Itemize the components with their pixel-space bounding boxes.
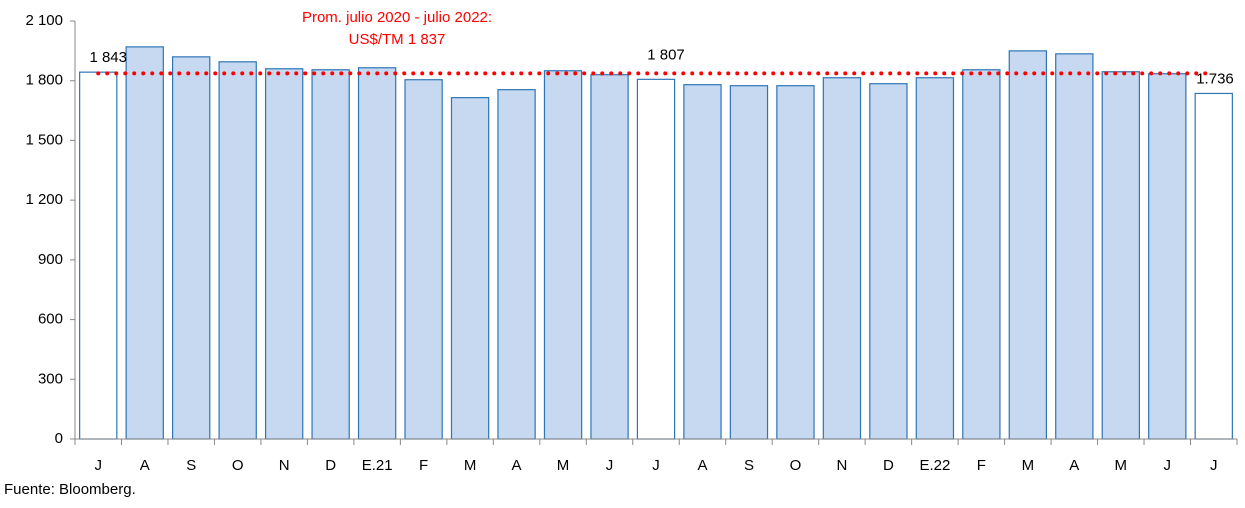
bar — [172, 56, 211, 440]
y-tick-label: 300 — [38, 370, 63, 387]
x-tick-label: D — [325, 457, 336, 474]
y-tick-label: 900 — [38, 251, 63, 268]
x-tick-label: A — [512, 457, 522, 474]
bar — [1008, 50, 1048, 440]
bar — [218, 61, 257, 440]
x-tick-label: A — [140, 457, 150, 474]
bar — [590, 74, 629, 440]
x-tick-label: M — [1115, 457, 1128, 474]
bar — [497, 89, 536, 440]
y-tick-label: 1 200 — [25, 191, 63, 208]
x-tick-label: O — [232, 457, 244, 474]
x-tick-label: S — [744, 457, 754, 474]
value-label: 1 843 — [89, 49, 127, 66]
bar — [962, 69, 1001, 440]
x-tick-label: A — [697, 457, 707, 474]
average-label: US$/TM 1 837 — [349, 31, 446, 48]
bar — [1148, 73, 1187, 440]
x-tick-label: J — [1164, 457, 1172, 474]
x-tick-label: E.22 — [919, 457, 950, 474]
bar — [683, 84, 722, 440]
average-label: Prom. julio 2020 - julio 2022: — [302, 9, 492, 26]
bar — [1194, 92, 1233, 440]
bar — [311, 69, 350, 440]
x-tick-label: M — [1022, 457, 1035, 474]
bar — [404, 79, 443, 440]
bar — [79, 71, 118, 440]
x-tick-label: M — [557, 457, 570, 474]
bar — [264, 68, 304, 440]
x-tick-label: S — [186, 457, 196, 474]
x-tick-label: F — [977, 457, 986, 474]
y-tick-label: 1 800 — [25, 72, 63, 89]
x-tick-label: A — [1069, 457, 1079, 474]
x-tick-label: J — [94, 457, 102, 474]
bar — [450, 97, 490, 440]
bar — [543, 70, 583, 440]
x-tick-label: M — [464, 457, 477, 474]
bar — [776, 85, 815, 440]
y-tick-label: 600 — [38, 311, 63, 328]
y-tick-label: 0 — [55, 430, 63, 447]
source-note: Fuente: Bloomberg. — [4, 481, 136, 498]
x-tick-label: D — [883, 457, 894, 474]
x-tick-label: O — [790, 457, 802, 474]
x-tick-label: N — [836, 457, 847, 474]
x-tick-label: J — [606, 457, 614, 474]
bar — [1055, 53, 1094, 440]
x-tick-label: J — [1210, 457, 1218, 474]
bar — [869, 83, 908, 440]
x-tick-label: E.21 — [362, 457, 393, 474]
bar — [822, 77, 862, 440]
y-tick-label: 2 100 — [25, 12, 63, 29]
bar — [729, 85, 769, 440]
value-label: 1.736 — [1196, 70, 1234, 87]
bar — [915, 77, 955, 440]
bar — [125, 46, 164, 440]
value-label: 1 807 — [647, 46, 685, 63]
bar — [1101, 71, 1140, 440]
bar — [636, 78, 676, 440]
x-tick-label: J — [652, 457, 660, 474]
bar — [357, 67, 397, 440]
x-tick-label: F — [419, 457, 428, 474]
y-tick-label: 1 500 — [25, 131, 63, 148]
x-tick-label: N — [279, 457, 290, 474]
